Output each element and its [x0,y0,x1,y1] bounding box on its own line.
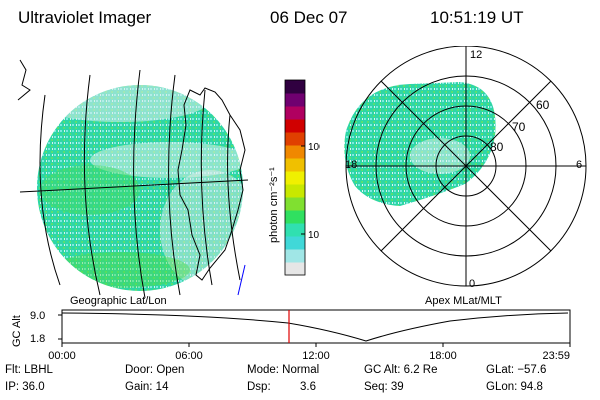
time-tick: 00:00 [48,350,76,362]
color-scale-cell [285,236,305,250]
color-scale-cell [285,93,305,107]
color-scale-cell [285,223,305,237]
mlt-label-12: 12 [470,49,482,61]
time-tick: 06:00 [175,350,203,362]
gc-alt-axis-label: GC Alt [11,315,23,347]
filter-info: Flt: LBHL [5,364,53,376]
color-scale-cell [285,249,305,263]
gc-alt-tick-high: 9.0 [30,310,45,322]
seq-info: Seq: 39 [364,381,404,393]
time-display: 10:51:19 UT [430,8,524,27]
app-title: Ultraviolet Imager [18,8,152,27]
mlt-label-0: 0 [469,278,475,290]
lat-lon-grid [19,69,249,299]
door-info: Door: Open [125,364,185,376]
coastline [17,59,246,296]
geographic-map [17,59,249,299]
mlat-label-80: 80 [490,140,504,154]
color-scale-cell [285,197,305,211]
color-scale-cell [285,158,305,172]
altitude-timeline: 9.0 1.8 GC Alt 00:00 06:00 12:00 18:00 2… [11,309,571,362]
polar-plot: 12 18 6 0 60 70 80 [344,46,587,290]
mlt-label-6: 6 [576,159,582,171]
mode-info: Mode: Normal [247,364,320,376]
color-scale-cell [285,184,305,198]
gc-alt-info: GC Alt: 6.2 Re [364,364,438,376]
color-scale-cell [285,262,305,276]
glon-info: GLon: 94.8 [486,381,543,393]
color-scale-tick: 100 [308,142,320,153]
gc-alt-tick-low: 1.8 [30,333,45,345]
polar-emission-image [344,82,496,206]
color-scale-cell [285,80,305,94]
altitude-curve [61,312,569,342]
color-scale-bar: 100 10 photon cm⁻²s⁻¹ [268,79,320,276]
dsp-value: 3.6 [300,381,316,393]
polar-grid [345,46,587,287]
time-tick: 18:00 [429,350,457,362]
time-tick: 23:59 [542,350,570,362]
dsp-label: Dsp: [247,381,271,393]
color-scale-cell [285,132,305,146]
color-scale-cell [285,119,305,133]
glat-info: GLat: −57.6 [486,364,547,376]
gain-info: Gain: 14 [125,381,169,393]
altitude-plot-frame [61,309,571,344]
color-scale-cell [285,171,305,185]
color-scale-unit-label: photon cm⁻²s⁻¹ [268,167,280,243]
time-tick: 12:00 [302,350,330,362]
mlt-label-18: 18 [345,159,357,171]
color-scale-tick: 10 [308,230,320,241]
mlat-label-70: 70 [512,120,526,134]
date-display: 06 Dec 07 [270,8,348,27]
geographic-panel-label: Geographic Lat/Lon [70,295,167,307]
color-scale-cell [285,106,305,120]
uv-emission-image [37,85,243,291]
mlat-label-60: 60 [536,98,550,112]
color-scale-cells [285,80,305,276]
polar-panel-label: Apex MLat/MLT [425,295,502,307]
ip-info: IP: 36.0 [5,381,45,393]
color-scale-cell [285,210,305,224]
color-scale-cell [285,145,305,159]
